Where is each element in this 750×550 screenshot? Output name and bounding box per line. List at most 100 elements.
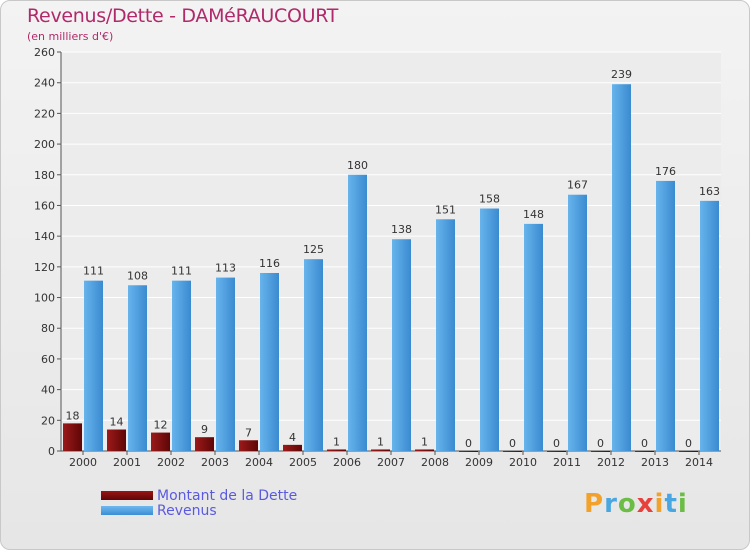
- logo-letter: i: [677, 489, 688, 519]
- y-tick-label: 260: [34, 46, 55, 59]
- bar-revenus: [612, 84, 631, 451]
- bar-dette: [635, 451, 654, 452]
- bar-dette: [283, 444, 302, 451]
- bar-revenus: [524, 223, 543, 451]
- bar-dette: [679, 451, 698, 452]
- legend-item-dette: Montant de la Dette: [101, 487, 298, 504]
- logo-letter: P: [584, 489, 605, 519]
- data-label-dette: 7: [245, 426, 252, 439]
- data-label-dette: 0: [553, 437, 560, 450]
- logo-letter: o: [617, 489, 637, 519]
- data-label-dette: 4: [289, 431, 296, 444]
- bar-dette: [415, 449, 434, 451]
- y-tick-label: 40: [41, 384, 55, 397]
- chart-title: Revenus/Dette - DAMéRAUCOURT: [27, 5, 339, 27]
- x-tick-label: 2009: [465, 456, 493, 469]
- data-label-revenus: 111: [83, 265, 104, 278]
- legend-swatch-dette: [101, 491, 153, 500]
- y-tick-label: 220: [34, 107, 55, 120]
- y-tick-label: 180: [34, 169, 55, 182]
- bar-revenus: [436, 219, 455, 451]
- x-tick-label: 2011: [553, 456, 581, 469]
- bar-dette: [547, 451, 566, 452]
- data-label-revenus: 125: [303, 243, 324, 256]
- legend-swatch-revenus: [101, 506, 153, 515]
- legend-label-revenus: Revenus: [157, 502, 217, 519]
- y-tick-label: 100: [34, 292, 55, 305]
- proxiti-logo: Proxiti: [584, 489, 688, 519]
- legend-item-revenus: Revenus: [101, 502, 297, 519]
- bar-dette: [327, 449, 346, 451]
- chart-subtitle: (en milliers d'€): [27, 30, 114, 43]
- data-label-dette: 18: [66, 409, 80, 422]
- x-tick-label: 2001: [113, 456, 141, 469]
- y-tick-label: 140: [34, 230, 55, 243]
- data-label-dette: 0: [685, 437, 692, 450]
- bar-dette: [239, 440, 258, 451]
- bar-dette: [107, 429, 126, 451]
- data-label-dette: 1: [333, 435, 340, 448]
- y-tick-label: 0: [48, 445, 55, 458]
- x-tick-label: 2004: [245, 456, 273, 469]
- bar-dette: [63, 423, 82, 451]
- logo-letter: i: [654, 489, 665, 519]
- y-tick-label: 160: [34, 199, 55, 212]
- data-label-dette: 1: [377, 435, 384, 448]
- logo-letter: t: [664, 489, 678, 519]
- x-tick-label: 2014: [685, 456, 713, 469]
- bar-revenus: [84, 280, 103, 451]
- data-label-revenus: 111: [171, 265, 192, 278]
- bar-revenus: [480, 208, 499, 451]
- bar-dette: [503, 451, 522, 452]
- data-label-dette: 1: [421, 435, 428, 448]
- plot-area: [61, 52, 721, 451]
- x-tick-label: 2007: [377, 456, 405, 469]
- x-tick-label: 2000: [69, 456, 97, 469]
- bar-revenus: [392, 239, 411, 451]
- data-label-dette: 0: [465, 437, 472, 450]
- data-label-revenus: 116: [259, 257, 280, 270]
- data-label-revenus: 239: [611, 68, 632, 81]
- y-tick-label: 80: [41, 322, 55, 335]
- bar-revenus: [304, 259, 323, 451]
- data-label-revenus: 113: [215, 262, 236, 275]
- y-tick-label: 120: [34, 261, 55, 274]
- x-tick-label: 2003: [201, 456, 229, 469]
- data-label-revenus: 138: [391, 223, 412, 236]
- bar-dette: [591, 451, 610, 452]
- legend-label-dette: Montant de la Dette: [157, 487, 298, 504]
- logo-letter: r: [604, 489, 618, 519]
- bar-dette: [151, 432, 170, 451]
- bar-dette: [459, 451, 478, 452]
- legend: Montant de la Dette Revenus: [101, 487, 298, 519]
- bar-revenus: [700, 200, 719, 451]
- x-tick-label: 2012: [597, 456, 625, 469]
- data-label-revenus: 163: [699, 185, 720, 198]
- bar-revenus: [172, 280, 191, 451]
- data-label-revenus: 167: [567, 179, 588, 192]
- x-tick-label: 2013: [641, 456, 669, 469]
- x-tick-label: 2002: [157, 456, 185, 469]
- data-label-dette: 0: [509, 437, 516, 450]
- bar-revenus: [656, 180, 675, 451]
- logo-letter: x: [636, 489, 655, 519]
- data-label-dette: 14: [110, 416, 124, 429]
- x-tick-label: 2010: [509, 456, 537, 469]
- x-tick-label: 2005: [289, 456, 317, 469]
- bar-revenus: [128, 285, 147, 451]
- y-tick-label: 240: [34, 77, 55, 90]
- y-tick-label: 60: [41, 353, 55, 366]
- y-tick-label: 20: [41, 414, 55, 427]
- bar-dette: [371, 449, 390, 451]
- bar-revenus: [348, 174, 367, 451]
- data-label-dette: 0: [641, 437, 648, 450]
- data-label-revenus: 176: [655, 165, 676, 178]
- data-label-revenus: 148: [523, 208, 544, 221]
- data-label-dette: 12: [154, 419, 168, 432]
- data-label-revenus: 180: [347, 159, 368, 172]
- y-tick-label: 200: [34, 138, 55, 151]
- data-label-revenus: 151: [435, 203, 456, 216]
- bar-revenus: [568, 194, 587, 451]
